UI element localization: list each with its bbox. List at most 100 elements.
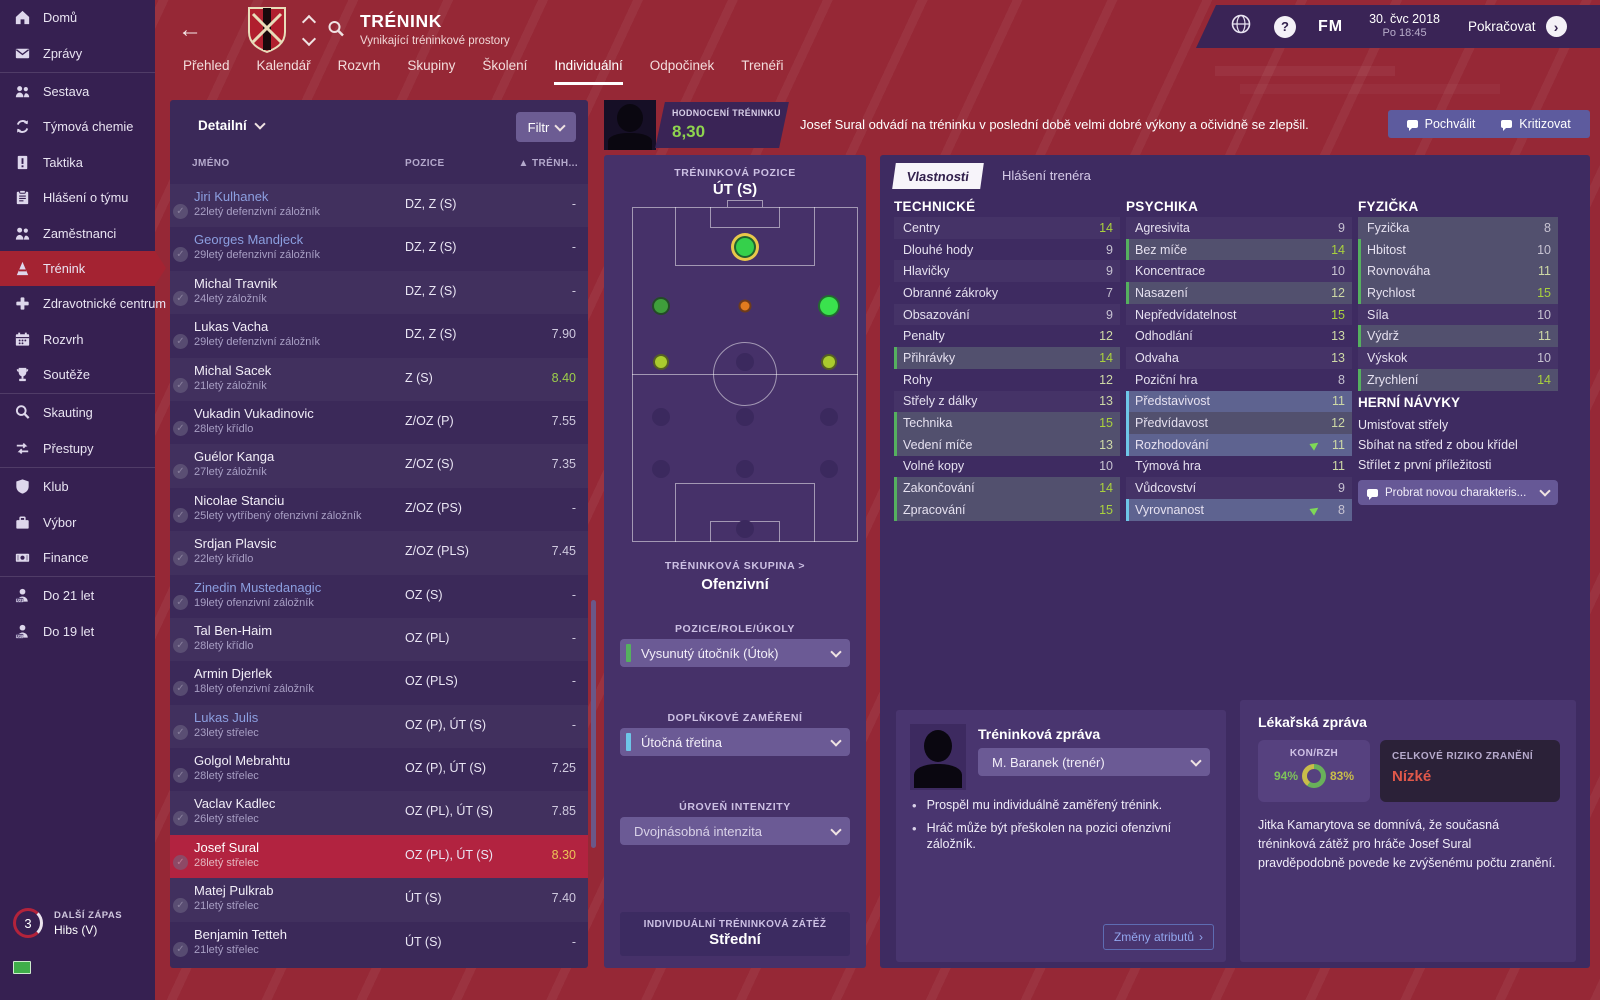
sidebar-item-tr-nink[interactable]: Trénink <box>0 250 166 287</box>
position-dot-faded <box>652 459 671 478</box>
sidebar-item-sout-e[interactable]: Soutěže <box>0 357 155 392</box>
player-row[interactable]: ✓ Golgol Mebrahtu 28letý střelec OZ (P), ÚT… <box>170 748 588 791</box>
view-selector[interactable]: Detailní <box>198 118 266 133</box>
player-row[interactable]: ✓ Armin Djerlek 18letý ofenzivní záložník O… <box>170 661 588 704</box>
player-row[interactable]: ✓ Tal Ben-Haim 28letý křídlo OZ (PL) - <box>170 618 588 661</box>
focus-dropdown[interactable]: Útočná třetina <box>620 728 850 756</box>
attribute-value: 15 <box>1331 307 1345 322</box>
attribute-row: Bez míče 14 <box>1126 238 1352 261</box>
intensity-value: Dvojnásobná intenzita <box>634 823 762 839</box>
green-training-bar <box>894 498 897 521</box>
player-position: ÚT (S) <box>405 891 442 906</box>
filter-button[interactable]: Filtr <box>516 112 576 142</box>
training-group-value: Ofenzivní <box>701 576 769 593</box>
player-description: 23letý střelec <box>194 726 259 739</box>
green-training-bar <box>1126 282 1129 304</box>
back-button[interactable]: ← <box>178 16 202 43</box>
player-row[interactable]: ✓ Michal Travnik 24letý záložník DZ, Z (S) - <box>170 271 588 314</box>
attribute-value: 9 <box>1338 481 1345 496</box>
sidebar-item-p-estupy[interactable]: Přestupy <box>0 431 155 466</box>
player-row[interactable]: ✓ Nicolae Stanciu 25letý vytříbený ofenziv… <box>170 488 588 531</box>
attribute-row: Výskok 10 <box>1358 347 1558 369</box>
position-dot[interactable] <box>652 296 671 315</box>
sidebar-item-zpr-vy[interactable]: Zprávy <box>0 35 155 70</box>
sidebar-item-rozvrh[interactable]: Rozvrh <box>0 322 155 357</box>
training-group-label[interactable]: TRÉNINKOVÁ SKUPINA > <box>664 560 806 572</box>
player-row[interactable]: ✓ Josef Sural 28letý střelec OZ (PL), ÚT (S… <box>170 834 588 879</box>
role-dropdown[interactable]: Vysunutý útočník (Útok) <box>620 639 850 667</box>
position-dot[interactable] <box>653 354 670 371</box>
continue-arrow-icon[interactable]: › <box>1545 16 1567 37</box>
next-match[interactable]: 3 DALŠÍ ZÁPAS Hibs (V) <box>13 908 122 938</box>
player-row[interactable]: ✓ Georges Mandjeck 29letý defenzivní zálož… <box>170 227 588 270</box>
tab-skupiny[interactable]: Skupiny <box>407 58 456 73</box>
player-row[interactable]: ✓ Lukas Julis 23letý střelec OZ (P), ÚT (S)… <box>170 705 588 748</box>
world-icon[interactable] <box>1230 13 1252 40</box>
tab-tren-i[interactable]: Trenéři <box>741 58 784 73</box>
sidebar-item-t-mov-chemie[interactable]: Týmová chemie <box>0 109 155 144</box>
player-training-rating: 7.85 <box>551 804 576 819</box>
search-icon[interactable] <box>326 19 346 44</box>
player-description: 18letý ofenzivní záložník <box>194 683 314 696</box>
sidebar-item-sestava[interactable]: Sestava <box>0 74 155 109</box>
intensity-dropdown[interactable]: Dvojnásobná intenzita <box>620 817 850 845</box>
club-crest[interactable] <box>247 6 287 58</box>
training-tabs: Přehled Kalendář Rozvrh Skupiny Školení Indiv… <box>183 58 784 88</box>
tab--kolen-[interactable]: Školení <box>482 58 528 73</box>
player-row[interactable]: ✓ Jiri Kulhanek 22letý defenzivní záložník… <box>170 184 588 227</box>
tab-odpo-inek[interactable]: Odpočinek <box>649 58 715 73</box>
player-row[interactable]: ✓ Michal Sacek 21letý záložník Z (S) 8.40 <box>170 358 588 401</box>
club-switcher[interactable] <box>301 14 317 47</box>
discuss-trait-button[interactable]: Probrat novou charakteris... <box>1358 480 1558 505</box>
help-button[interactable]: ? <box>1274 15 1296 38</box>
sidebar-item-hl-en-o-t-mu[interactable]: Hlášení o týmu <box>0 180 155 215</box>
tab-individu-ln-[interactable]: Individuální <box>554 58 623 85</box>
position-dot[interactable] <box>817 294 840 317</box>
continue-button[interactable]: Pokračovat <box>1468 19 1536 34</box>
attribute-label: Dlouhé hody <box>903 242 974 257</box>
fm-logo[interactable]: FM <box>1318 17 1344 35</box>
sidebar-item-dom-[interactable]: Domů <box>0 0 155 35</box>
player-row[interactable]: ✓ Srdjan Plavsic 22letý křídlo Z/OZ (PLS) 7.… <box>170 531 588 574</box>
sidebar-item-zam-stnanci[interactable]: Zaměstnanci <box>0 215 155 250</box>
position-dot[interactable] <box>738 299 752 313</box>
sidebar-item-do-21-let[interactable]: U21 Do 21 let <box>0 578 155 613</box>
praise-button[interactable]: Pochválit <box>1388 110 1494 138</box>
list-scrollbar[interactable] <box>591 600 596 848</box>
tab-coach-report[interactable]: Hlášení trenéra <box>1002 168 1091 183</box>
attribute-changes-button[interactable]: Změny atributů › <box>1102 924 1214 950</box>
column-position[interactable]: POZICE <box>405 158 445 169</box>
player-row[interactable]: ✓ Guélor Kanga 27letý záložník Z/OZ (S) 7.35 <box>170 444 588 487</box>
position-dot[interactable] <box>734 236 756 259</box>
sidebar-item-skauting[interactable]: Skauting <box>0 395 155 430</box>
player-training-rating: 7.25 <box>551 761 576 776</box>
sidebar-item-v-bor[interactable]: Výbor <box>0 504 155 539</box>
position-dot[interactable] <box>820 354 837 371</box>
criticise-button[interactable]: Kritizovat <box>1482 110 1590 138</box>
tab-attributes[interactable]: Vlastnosti <box>892 163 984 189</box>
sidebar-item-klub[interactable]: Klub <box>0 469 155 504</box>
bullet-icon: • <box>912 798 917 813</box>
sidebar-item-taktika[interactable]: Taktika <box>0 145 155 180</box>
column-name[interactable]: JMÉNO <box>192 158 230 169</box>
player-position: OZ (PL), ÚT (S) <box>405 804 493 819</box>
training-load-box[interactable]: INDIVIDUÁLNÍ TRÉNINKOVÁ ZÁTĚŽ Střední <box>620 912 850 956</box>
player-row[interactable]: ✓ Zinedin Mustedanagic 19letý ofenzivní zá… <box>170 575 588 618</box>
column-training-sorted[interactable]: ▲ TRÉNH... <box>518 158 578 169</box>
tab-kalend-[interactable]: Kalendář <box>256 58 311 73</box>
sidebar-item-finance[interactable]: Finance <box>0 540 155 575</box>
attribute-row: Představivost 11 <box>1126 390 1352 413</box>
player-row[interactable]: ✓ Matej Pulkrab 21letý střelec ÚT (S) 7.40 <box>170 878 588 921</box>
sidebar-item-do-19-let[interactable]: U19 Do 19 let <box>0 614 155 649</box>
coach-dropdown[interactable]: M. Baranek (trenér) <box>978 748 1210 776</box>
sidebar-item-zdravotnick-centrum[interactable]: Zdravotnické centrum <box>0 286 166 321</box>
player-row[interactable]: ✓ Benjamin Tetteh 21letý střelec ÚT (S) - <box>170 922 588 965</box>
tab-p-ehled[interactable]: Přehled <box>183 58 230 73</box>
tab-rozvrh[interactable]: Rozvrh <box>337 58 381 73</box>
player-row[interactable]: ✓ Vaclav Kadlec 26letý střelec OZ (PL), ÚT … <box>170 791 588 834</box>
player-row[interactable]: ✓ Lukas Vacha 29letý defenzivní záložník DZ… <box>170 314 588 357</box>
svg-text:U21: U21 <box>16 598 24 603</box>
decoration <box>1240 84 1500 94</box>
player-row[interactable]: ✓ Vukadin Vukadinovic 28letý křídlo Z/OZ (P… <box>170 401 588 444</box>
chat-bubble-icon <box>1406 120 1418 131</box>
